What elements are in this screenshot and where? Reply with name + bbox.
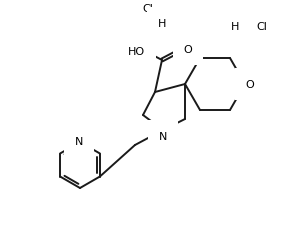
Text: H: H bbox=[158, 19, 166, 29]
Text: Cl: Cl bbox=[257, 22, 267, 32]
Text: O: O bbox=[246, 80, 254, 90]
Text: H: H bbox=[231, 22, 239, 32]
Text: N: N bbox=[75, 136, 83, 146]
Text: HO: HO bbox=[127, 47, 145, 57]
Text: O: O bbox=[184, 45, 192, 55]
Text: Cl: Cl bbox=[143, 4, 154, 14]
Text: N: N bbox=[159, 131, 167, 141]
